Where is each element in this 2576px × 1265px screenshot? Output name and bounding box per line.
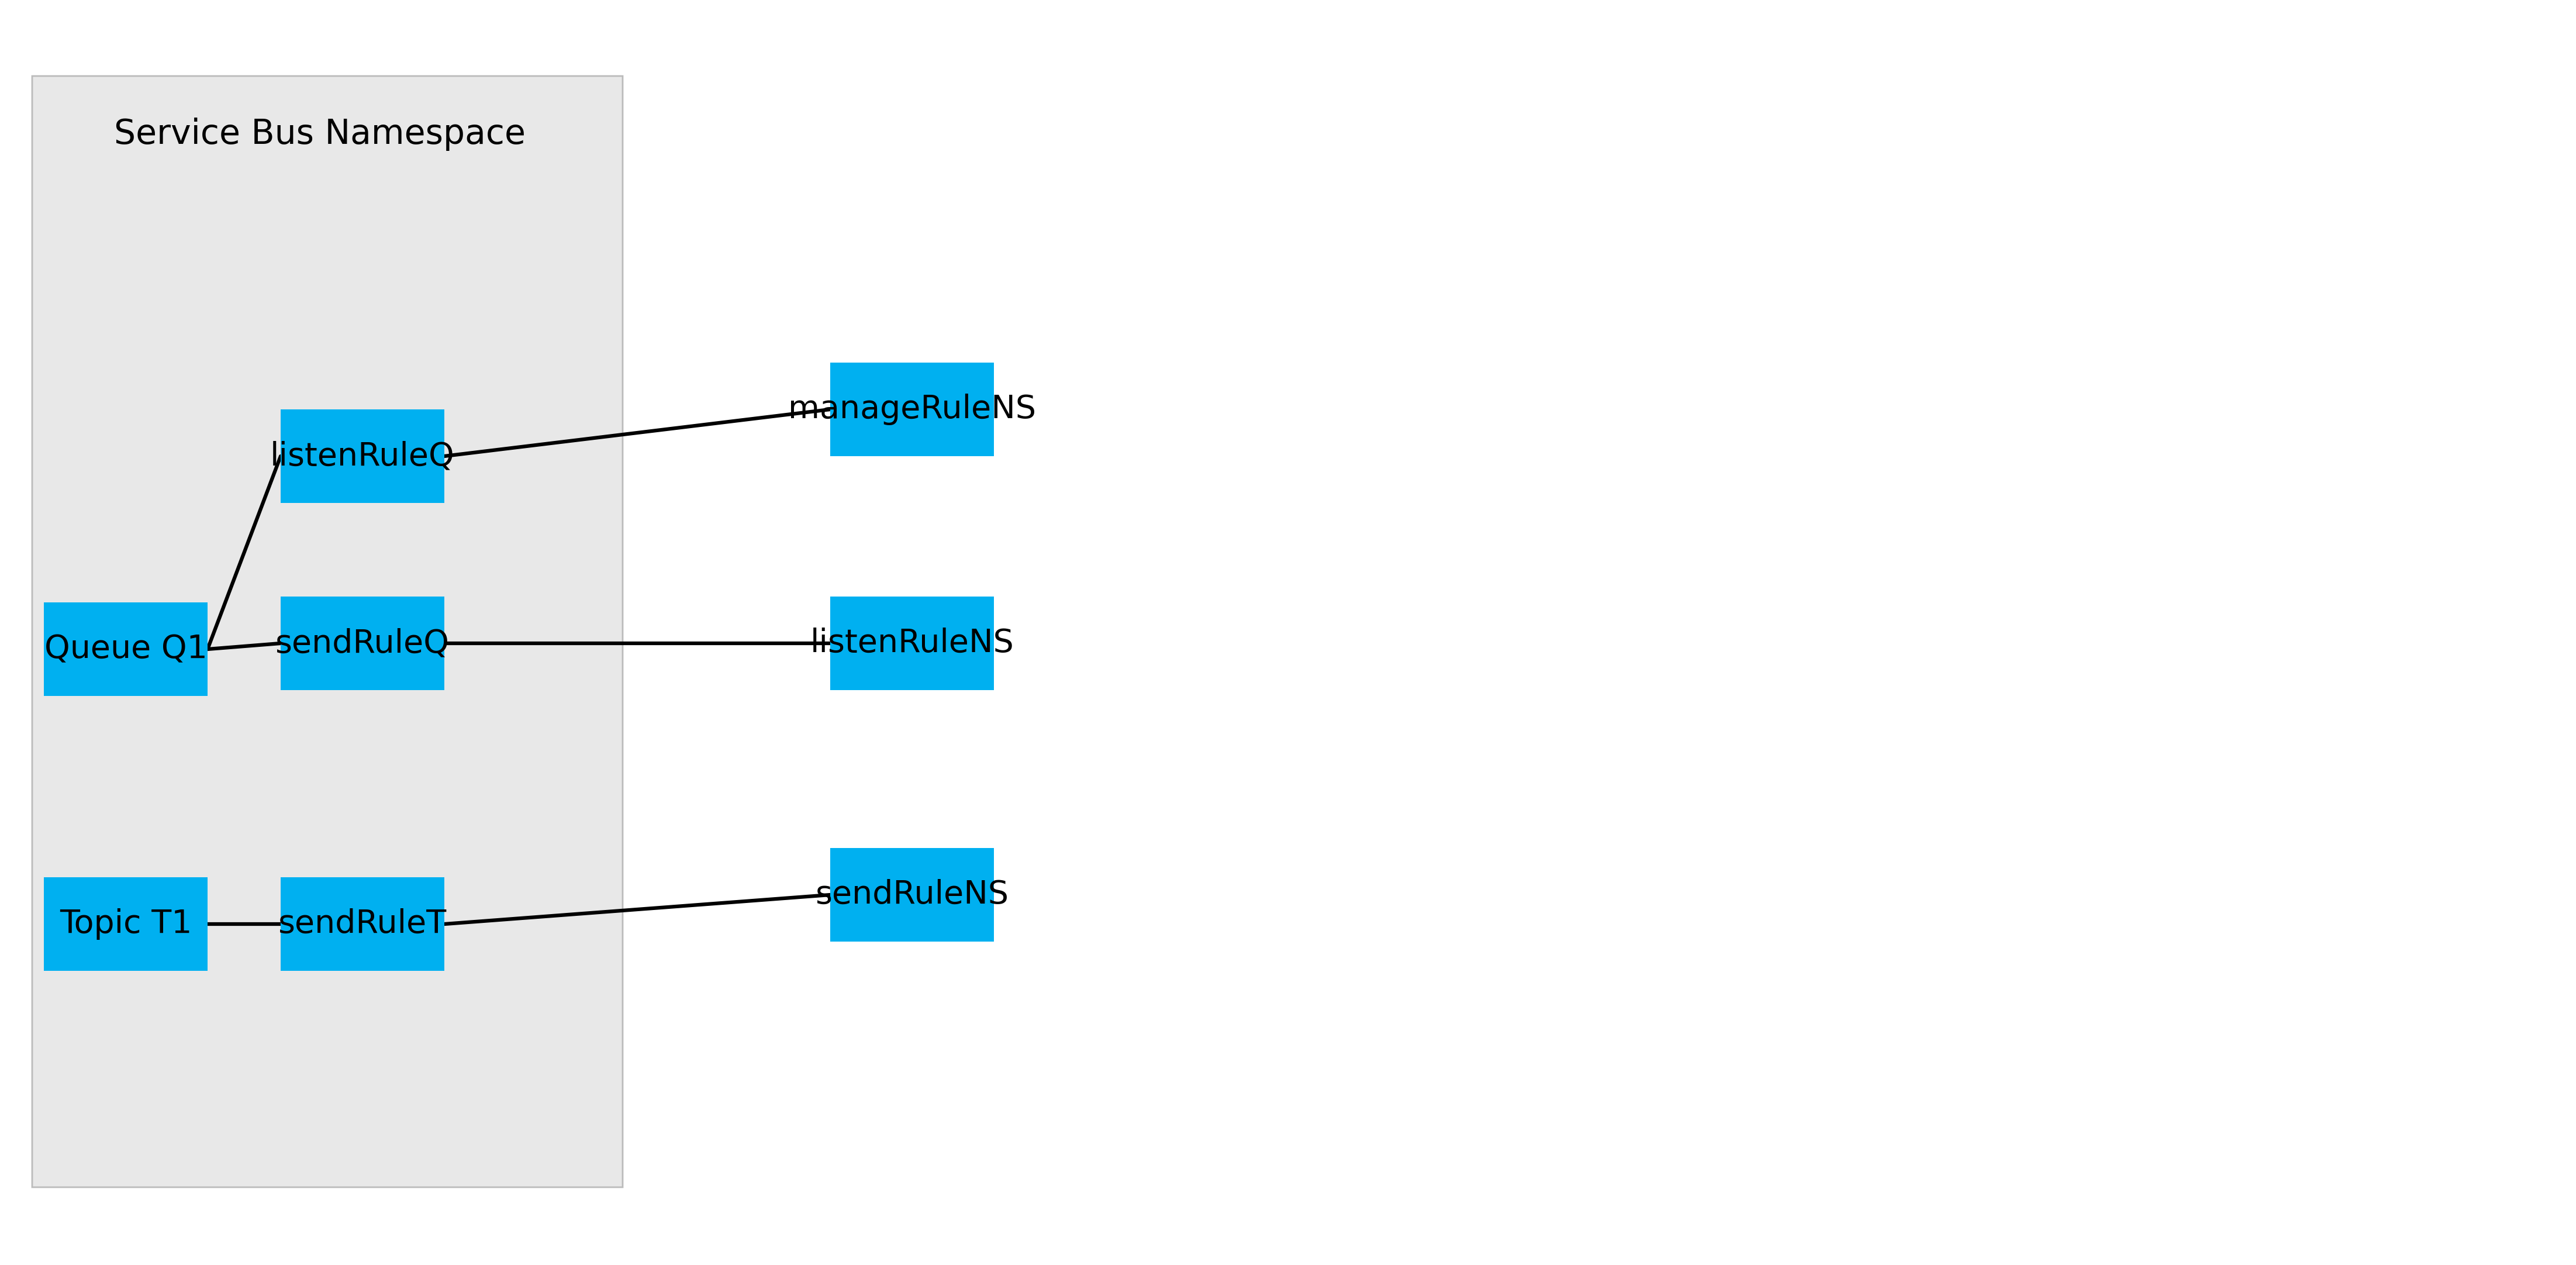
FancyBboxPatch shape — [281, 410, 443, 503]
Text: listenRuleQ: listenRuleQ — [270, 440, 456, 472]
Text: sendRuleQ: sendRuleQ — [276, 627, 451, 659]
FancyBboxPatch shape — [281, 877, 443, 970]
FancyBboxPatch shape — [31, 76, 623, 1188]
Text: listenRuleNS: listenRuleNS — [809, 627, 1015, 659]
FancyBboxPatch shape — [44, 877, 209, 970]
Text: Queue Q1: Queue Q1 — [44, 634, 206, 665]
FancyBboxPatch shape — [829, 363, 994, 457]
Text: sendRuleNS: sendRuleNS — [814, 879, 1010, 911]
Text: Topic T1: Topic T1 — [59, 908, 193, 940]
Text: sendRuleT: sendRuleT — [278, 908, 446, 940]
Text: manageRuleNS: manageRuleNS — [788, 393, 1036, 425]
FancyBboxPatch shape — [829, 597, 994, 691]
FancyBboxPatch shape — [281, 597, 443, 691]
FancyBboxPatch shape — [44, 602, 209, 696]
Text: Service Bus Namespace: Service Bus Namespace — [113, 118, 526, 152]
FancyBboxPatch shape — [829, 848, 994, 941]
